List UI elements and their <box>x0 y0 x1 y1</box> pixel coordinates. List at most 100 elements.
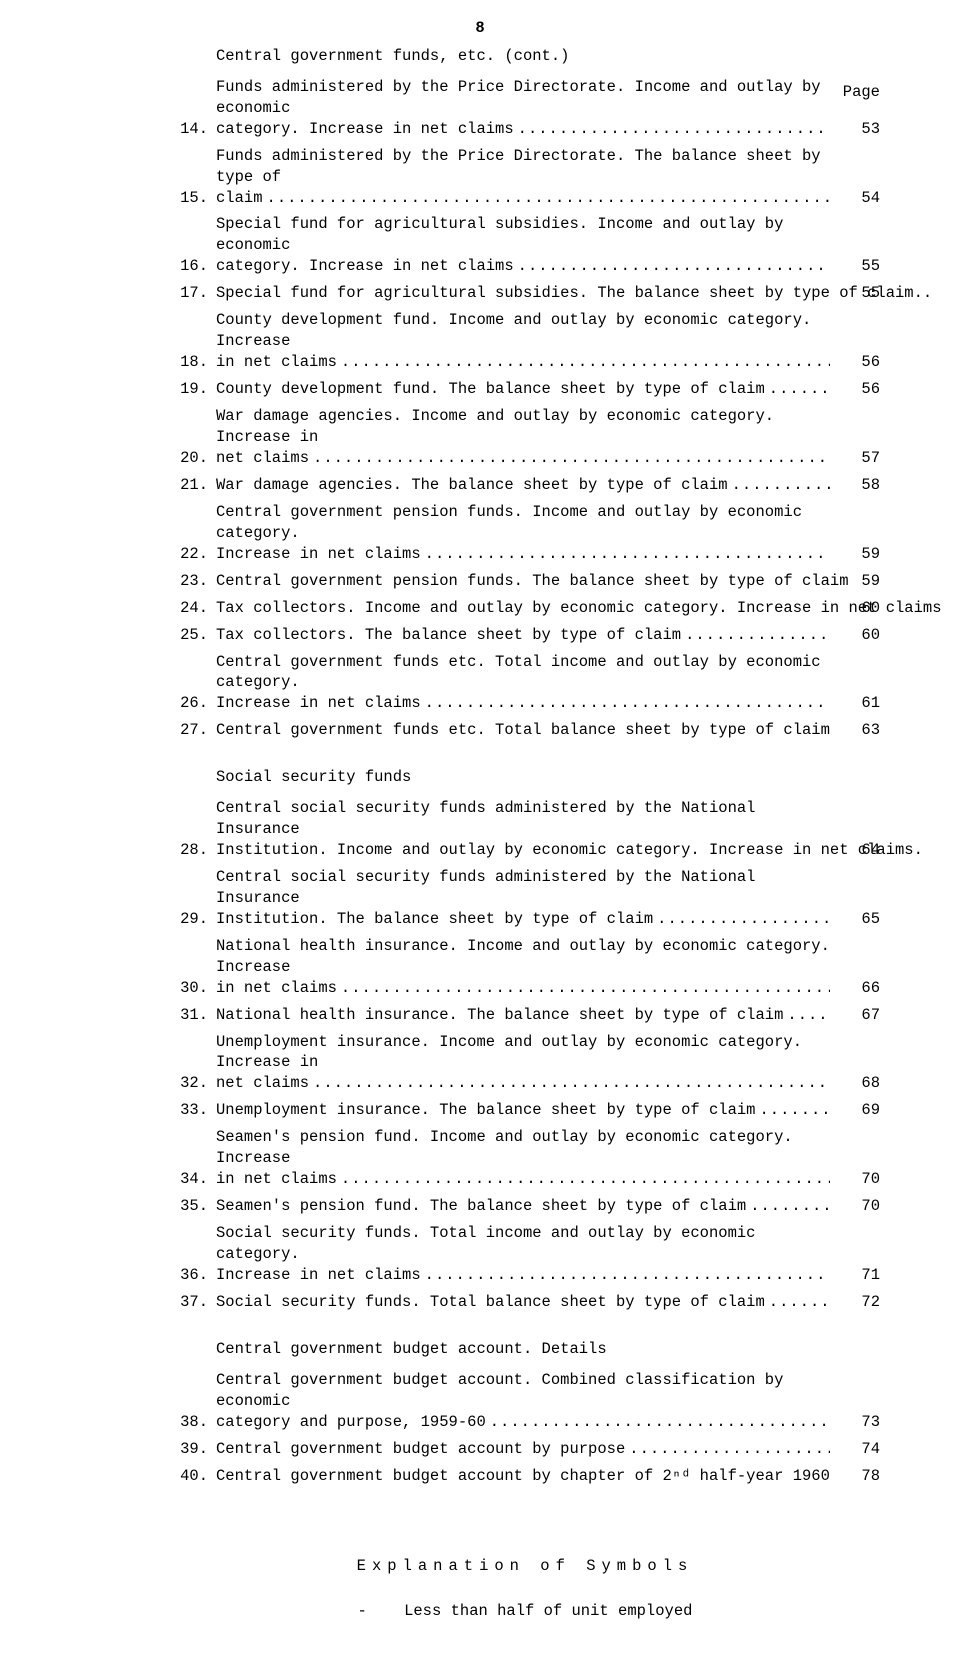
toc-entry-lastline: Increase in net claims..................… <box>216 1265 830 1286</box>
toc-row: 34.Seamen's pension fund. Income and out… <box>170 1127 880 1190</box>
toc-row: 35.Seamen's pension fund. The balance sh… <box>170 1196 880 1217</box>
toc-entry-lastline-text: National health insurance. The balance s… <box>216 1005 783 1026</box>
toc-leader-dots: ........................................… <box>653 909 830 930</box>
toc-entry-line: Central government budget account. Combi… <box>216 1370 830 1412</box>
toc-leader-dots: ........................................… <box>337 978 830 999</box>
toc-entry-text: Social security funds. Total income and … <box>216 1223 830 1286</box>
toc-row: 21.War damage agencies. The balance shee… <box>170 475 880 496</box>
toc-entry-lastline: Seamen's pension fund. The balance sheet… <box>216 1196 830 1217</box>
toc-entry-page: 78 <box>830 1466 880 1487</box>
toc-entry-page: 57 <box>830 448 880 469</box>
toc-entry-lastline: in net claims...........................… <box>216 978 830 999</box>
toc-leader-dots: ........................................… <box>337 1169 830 1190</box>
toc-row: 28.Central social security funds adminis… <box>170 798 880 861</box>
section-title: Central government funds, etc. (cont.) <box>170 46 880 67</box>
toc-entry-number: 40. <box>170 1466 216 1487</box>
toc-entry-page: 61 <box>830 693 880 714</box>
toc-entry-lastline: Central government funds etc. Total bala… <box>216 720 830 741</box>
toc-entry-lastline: Institution. The balance sheet by type o… <box>216 909 830 930</box>
toc-entry-lastline-text: category. Increase in net claims <box>216 119 514 140</box>
toc-entry-lastline-text: Increase in net claims <box>216 693 421 714</box>
section-title: Central government budget account. Detai… <box>170 1339 880 1360</box>
toc-row: 23.Central government pension funds. The… <box>170 571 880 592</box>
toc-row: 25.Tax collectors. The balance sheet by … <box>170 625 880 646</box>
toc-entry-text: Central government funds etc. Total bala… <box>216 720 830 741</box>
toc-entry-number: 22. <box>170 544 216 565</box>
toc-entry-page: 64 <box>830 840 880 861</box>
toc-entry-page: 60 <box>830 625 880 646</box>
toc-entry-number: 23. <box>170 571 216 592</box>
toc-leader-dots: ........................................… <box>309 448 830 469</box>
toc-leader-dots: ........................................… <box>421 693 830 714</box>
toc-entry-line: Central government funds etc. Total inco… <box>216 652 830 694</box>
toc-row: 40.Central government budget account by … <box>170 1465 880 1486</box>
page-number: 8 <box>0 18 960 39</box>
toc-entry-number: 16. <box>170 256 216 277</box>
toc-entry-text: Central government pension funds. Income… <box>216 502 830 565</box>
toc-entry-text: Central government budget account by cha… <box>216 1466 830 1487</box>
toc-entry-lastline-text: category. Increase in net claims <box>216 256 514 277</box>
toc-entry-text: National health insurance. The balance s… <box>216 1005 830 1026</box>
toc-leader-dots: ........................................… <box>728 475 830 496</box>
toc-entry-number: 32. <box>170 1073 216 1094</box>
toc-entry-number: 30. <box>170 978 216 999</box>
toc-entry-text: Central government budget account by pur… <box>216 1439 830 1460</box>
toc-entry-number: 38. <box>170 1412 216 1433</box>
toc-row: 30.National health insurance. Income and… <box>170 936 880 999</box>
toc-entry-page: 73 <box>830 1412 880 1433</box>
toc-entry-number: 37. <box>170 1292 216 1313</box>
toc-row: 22.Central government pension funds. Inc… <box>170 502 880 565</box>
toc-leader-dots: ........................................… <box>421 544 830 565</box>
toc-entry-text: Funds administered by the Price Director… <box>216 77 830 140</box>
toc-leader-dots: ........................................… <box>514 256 830 277</box>
toc-entry-lastline: claim...................................… <box>216 188 830 209</box>
toc-entry-lastline: Tax collectors. The balance sheet by typ… <box>216 625 830 646</box>
toc-entry-lastline-text: Central government funds etc. Total bala… <box>216 720 830 741</box>
toc-entry-lastline-text: in net claims <box>216 352 337 373</box>
toc-entry-text: County development fund. Income and outl… <box>216 310 830 373</box>
toc-entry-page: 55 <box>830 256 880 277</box>
toc-leader-dots: ........................................… <box>765 1292 830 1313</box>
toc-entry-text: Social security funds. Total balance she… <box>216 1292 830 1313</box>
toc-entry-lastline-text: County development fund. The balance she… <box>216 379 765 400</box>
toc-entry-line: War damage agencies. Income and outlay b… <box>216 406 830 448</box>
toc-entry-page: 68 <box>830 1073 880 1094</box>
toc-entry-line: Special fund for agricultural subsidies.… <box>216 214 830 256</box>
toc-entry-lastline-text: Special fund for agricultural subsidies.… <box>216 283 932 304</box>
toc-entry-text: Central government pension funds. The ba… <box>216 571 830 592</box>
toc-entry-lastline: Unemployment insurance. The balance shee… <box>216 1100 830 1121</box>
toc-entry-lastline: Central government pension funds. The ba… <box>216 571 830 592</box>
explanation-text: Less than half of unit employed <box>404 1602 692 1620</box>
table-of-contents: Central government funds, etc. (cont.) 14… <box>170 46 880 1486</box>
toc-entry-page: 54 <box>830 188 880 209</box>
toc-entry-line: Funds administered by the Price Director… <box>216 77 830 119</box>
toc-entry-lastline-text: Central government budget account by cha… <box>216 1466 830 1487</box>
toc-entry-lastline-text: Tax collectors. The balance sheet by typ… <box>216 625 681 646</box>
toc-entry-number: 31. <box>170 1005 216 1026</box>
toc-entry-lastline: Increase in net claims..................… <box>216 544 830 565</box>
toc-entry-lastline: category and purpose, 1959-60...........… <box>216 1412 830 1433</box>
toc-entry-page: 59 <box>830 571 880 592</box>
toc-row: 39.Central government budget account by … <box>170 1438 880 1459</box>
toc-entry-line: County development fund. Income and outl… <box>216 310 830 352</box>
toc-entry-text: Unemployment insurance. The balance shee… <box>216 1100 830 1121</box>
toc-entry-lastline-text: Seamen's pension fund. The balance sheet… <box>216 1196 746 1217</box>
toc-row: 14.Funds administered by the Price Direc… <box>170 77 880 140</box>
toc-entry-lastline-text: Unemployment insurance. The balance shee… <box>216 1100 756 1121</box>
toc-entry-lastline-text: net claims <box>216 448 309 469</box>
toc-entry-lastline: category. Increase in net claims........… <box>216 256 830 277</box>
toc-entry-lastline-text: claim <box>216 188 263 209</box>
toc-row: 33.Unemployment insurance. The balance s… <box>170 1100 880 1121</box>
toc-leader-dots: ........................................… <box>625 1439 830 1460</box>
toc-entry-text: National health insurance. Income and ou… <box>216 936 830 999</box>
toc-entry-page: 55 <box>830 283 880 304</box>
toc-entry-number: 14. <box>170 119 216 140</box>
toc-row: 29.Central social security funds adminis… <box>170 867 880 930</box>
toc-entry-page: 56 <box>830 379 880 400</box>
toc-row: 32.Unemployment insurance. Income and ou… <box>170 1032 880 1095</box>
toc-entry-text: Central government funds etc. Total inco… <box>216 652 830 715</box>
toc-entry-text: Tax collectors. The balance sheet by typ… <box>216 625 830 646</box>
toc-entry-page: 70 <box>830 1169 880 1190</box>
toc-entry-lastline-text: in net claims <box>216 1169 337 1190</box>
toc-entry-text: Central social security funds administer… <box>216 867 830 930</box>
